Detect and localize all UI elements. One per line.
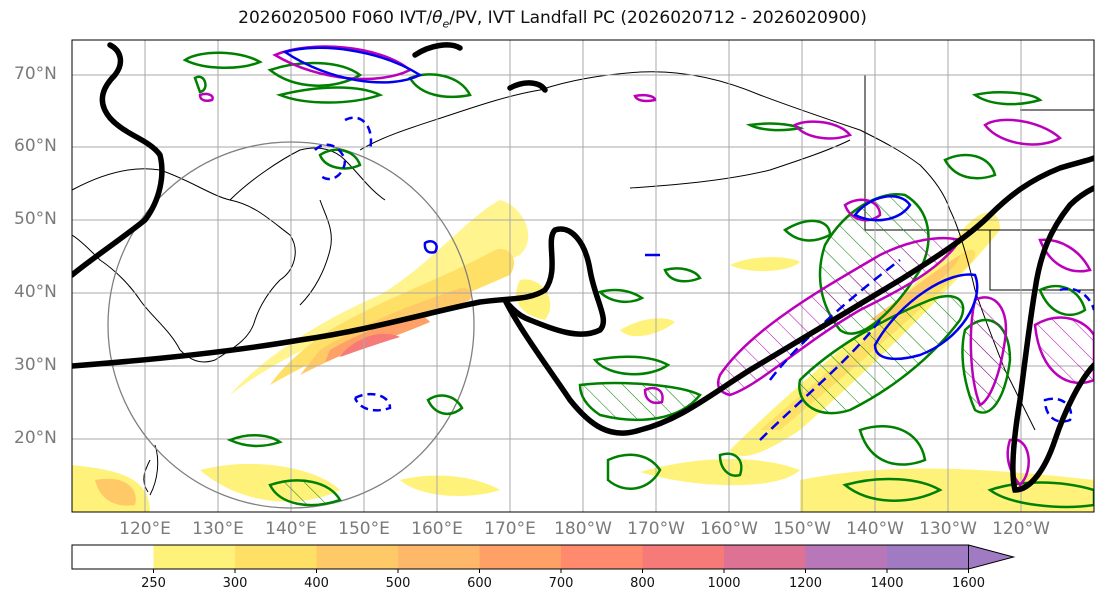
colorbar-segment — [316, 545, 399, 569]
colorbar-tick-label: 1000 — [707, 576, 741, 591]
lat-label: 70°N — [14, 64, 57, 84]
lon-label: 140°E — [265, 519, 317, 539]
colorbar-tick-label: 800 — [630, 576, 655, 591]
colorbar-outline — [71, 544, 969, 570]
lat-label: 50°N — [14, 209, 57, 229]
lon-label: 160°E — [411, 519, 463, 539]
colorbar-segment — [642, 545, 725, 569]
lon-label: 170°W — [627, 519, 685, 539]
colorbar-segment — [724, 545, 806, 569]
lat-label: 30°N — [14, 355, 57, 375]
lon-label: 120°W — [992, 519, 1050, 539]
colorbar-tick-label: 500 — [385, 576, 411, 591]
colorbar-extend-arrow — [968, 544, 1016, 570]
colorbar-tick-label: 1400 — [870, 576, 904, 591]
colorbar-segment — [72, 545, 154, 569]
colorbar-tick-label: 300 — [222, 576, 248, 591]
colorbar-segment — [153, 545, 236, 569]
lon-label: 150°E — [338, 519, 390, 539]
lon-label: 160°W — [700, 519, 758, 539]
pv-contour — [72, 42, 1094, 493]
colorbar-segment — [887, 545, 969, 569]
lon-label: 130°E — [192, 519, 244, 539]
colorbar-segment — [805, 545, 888, 569]
colorbar-tick-label: 400 — [304, 576, 329, 591]
colorbar-tick-label: 1600 — [951, 576, 986, 591]
lon-label: 170°E — [484, 519, 536, 539]
colorbar — [71, 544, 1016, 573]
blue-contours — [282, 46, 1094, 441]
coastlines — [72, 71, 1094, 496]
colorbar-segment — [398, 545, 480, 569]
map-frame — [71, 39, 1095, 513]
colorbar-tick-label: 250 — [141, 576, 166, 591]
lon-label: 180°W — [554, 519, 612, 539]
colorbar-segment — [235, 545, 317, 569]
colorbar-tick-label: 700 — [548, 576, 574, 591]
lon-label: 140°W — [846, 519, 904, 539]
lat-label: 40°N — [14, 282, 57, 302]
colorbar-tick-label: 1200 — [788, 576, 823, 591]
lat-label: 20°N — [14, 428, 57, 448]
colorbar-tick-label: 600 — [467, 576, 492, 591]
lon-label: 150°W — [773, 519, 831, 539]
landfall-circle — [107, 141, 475, 509]
lon-label: 120°E — [119, 519, 171, 539]
lon-label: 130°W — [919, 519, 977, 539]
colorbar-segment — [479, 545, 562, 569]
lat-label: 60°N — [14, 136, 57, 156]
colorbar-segment — [561, 545, 643, 569]
map-title: 2026020500 F060 IVT/θe/PV, IVT Landfall … — [238, 8, 867, 31]
